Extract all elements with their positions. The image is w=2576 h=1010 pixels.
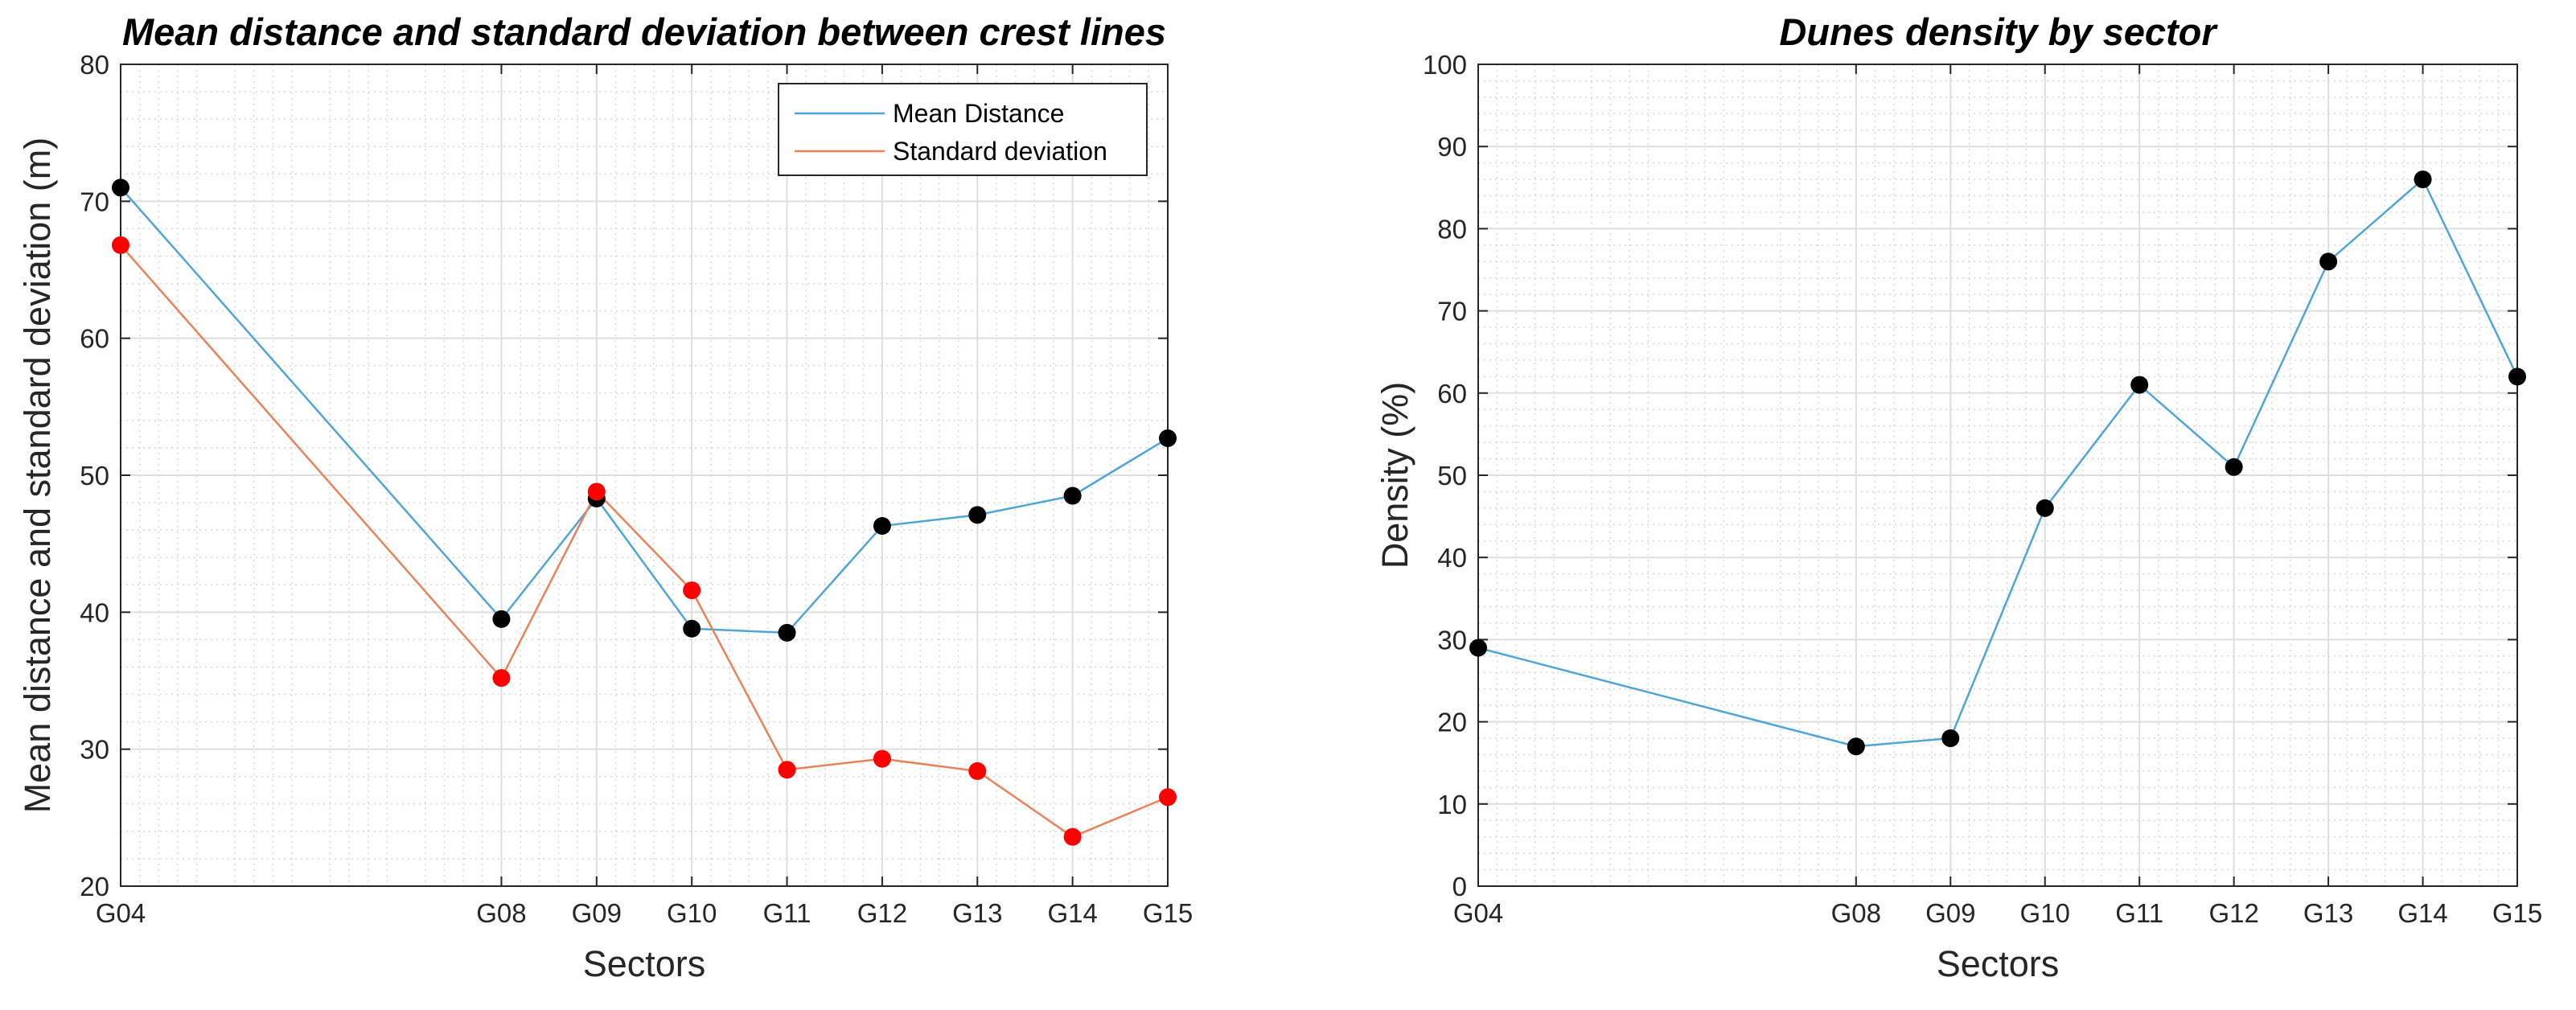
x-tick-label: G11 — [763, 898, 811, 928]
x-tick-label: G11 — [2115, 898, 2163, 928]
data-point-mean-distance-g08 — [492, 610, 511, 628]
x-tick-label: G10 — [667, 898, 717, 928]
y-tick-label: 70 — [1437, 297, 1467, 326]
data-point-density-g04 — [1469, 638, 1487, 657]
data-point-mean-distance-g04 — [112, 179, 129, 197]
y-tick-label: 40 — [80, 597, 109, 627]
y-tick-label: 40 — [1437, 543, 1467, 573]
x-axis-label: Sectors — [1937, 943, 2060, 984]
x-axis-label: Sectors — [583, 943, 706, 984]
x-tick-label: G13 — [952, 898, 1002, 928]
data-point-standard-deviation-g04 — [112, 236, 129, 254]
y-tick-label: 0 — [1452, 872, 1467, 901]
data-point-standard-deviation-g14 — [1063, 827, 1082, 846]
y-tick-label: 100 — [1423, 50, 1467, 80]
chart-1: 20 30 40 50 60 70 80 G04 G08 G09 G10 G11 G12 G13 G14 G1… — [17, 10, 1193, 984]
data-point-density-g08 — [1847, 737, 1865, 756]
y-tick-label: 60 — [80, 324, 109, 354]
data-point-mean-distance-g13 — [968, 506, 987, 524]
chart-2: 0 10 20 30 40 50 60 70 80 90 100 G04 G08 G09 G10 G11 G12… — [1374, 10, 2542, 984]
x-tick-label: G14 — [2397, 898, 2447, 928]
chart-title: Mean distance and standard deviation bet… — [122, 10, 1166, 53]
y-tick-label: 90 — [1437, 132, 1467, 162]
x-tick-label: G09 — [572, 898, 622, 928]
x-tick-label: G04 — [1453, 898, 1503, 928]
data-point-density-g12 — [2225, 458, 2243, 476]
x-tick-label: G14 — [1047, 898, 1097, 928]
chart-title: Dunes density by sector — [1779, 10, 2218, 53]
y-tick-label: 50 — [1437, 461, 1467, 491]
legend-box — [778, 83, 1148, 176]
x-tick-label: G12 — [2208, 898, 2258, 928]
data-point-mean-distance-g11 — [778, 623, 796, 642]
data-point-standard-deviation-g12 — [873, 749, 891, 768]
data-point-standard-deviation-g09 — [587, 482, 606, 501]
data-point-density-g09 — [1941, 729, 1960, 748]
data-point-standard-deviation-g10 — [683, 581, 701, 600]
x-tick-label: G08 — [1831, 898, 1881, 928]
x-tick-label: G08 — [476, 898, 526, 928]
y-tick-label: 20 — [1437, 708, 1467, 737]
data-point-density-g10 — [2036, 499, 2054, 517]
data-point-mean-distance-g12 — [873, 517, 891, 536]
data-point-standard-deviation-g08 — [492, 669, 511, 688]
legend-label: Mean Distance — [893, 99, 1064, 128]
data-point-density-g13 — [2319, 252, 2338, 271]
x-tick-label: G12 — [857, 898, 907, 928]
x-tick-label: G13 — [2303, 898, 2353, 928]
x-tick-label: G15 — [1143, 898, 1193, 928]
y-axis-label: Mean distance and standard deviation (m) — [17, 138, 58, 813]
data-point-density-g15 — [2508, 367, 2526, 386]
x-tick-label: G04 — [96, 898, 146, 928]
y-tick-label: 60 — [1437, 379, 1467, 409]
data-point-standard-deviation-g15 — [1159, 788, 1177, 807]
data-point-mean-distance-g15 — [1159, 429, 1177, 448]
y-tick-label: 10 — [1437, 790, 1467, 819]
data-point-standard-deviation-g11 — [778, 761, 796, 779]
data-point-standard-deviation-g13 — [968, 762, 987, 780]
legend: Mean Distance Standard deviation — [778, 83, 1148, 176]
x-tick-label: G15 — [2492, 898, 2542, 928]
x-tick-label: G09 — [1925, 898, 1975, 928]
y-tick-label: 50 — [80, 461, 109, 491]
x-tick-label: G10 — [2020, 898, 2070, 928]
legend-label: Standard deviation — [893, 137, 1107, 166]
y-tick-label: 70 — [80, 187, 109, 216]
y-tick-label: 30 — [1437, 625, 1467, 655]
y-axis-label: Density (%) — [1374, 382, 1415, 569]
data-point-mean-distance-g14 — [1063, 487, 1082, 505]
data-point-density-g11 — [2130, 376, 2149, 394]
y-tick-label: 80 — [1437, 214, 1467, 244]
y-tick-label: 30 — [80, 735, 109, 765]
y-tick-label: 20 — [80, 872, 109, 901]
data-point-mean-distance-g10 — [683, 619, 701, 638]
y-tick-label: 80 — [80, 50, 109, 80]
data-point-density-g14 — [2414, 170, 2432, 189]
